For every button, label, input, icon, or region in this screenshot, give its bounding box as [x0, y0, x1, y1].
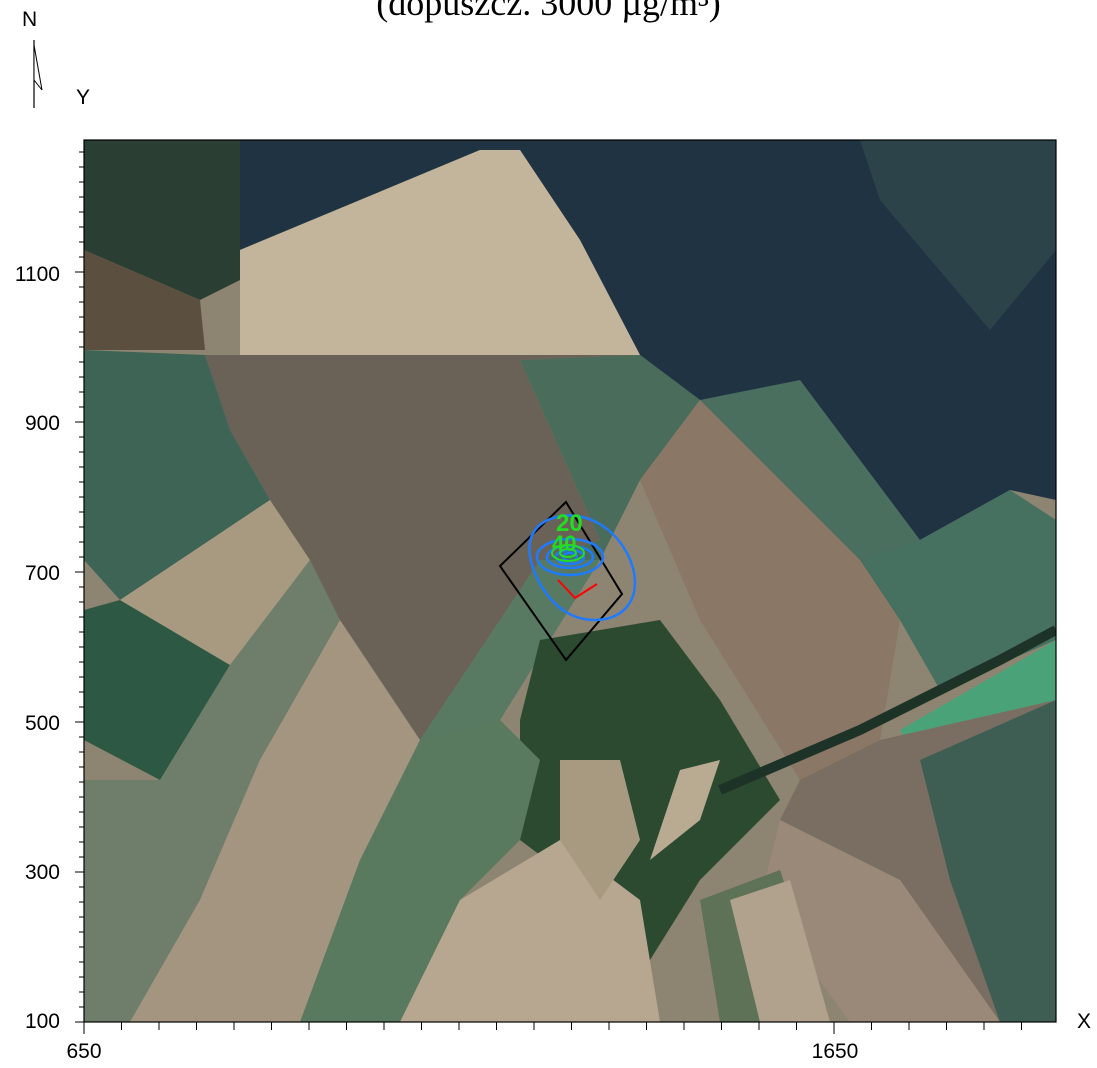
y-tick-label: 1100: [14, 263, 60, 286]
y-tick-label: 700: [24, 562, 60, 585]
north-label: N: [22, 8, 38, 31]
contour-label-20: 20: [556, 510, 583, 537]
x-tick-label: 650: [66, 1040, 102, 1063]
north-arrow-icon: [33, 40, 43, 108]
x-axis-label: X: [1077, 1010, 1092, 1033]
map-frame: [83, 139, 1057, 1023]
study-area-boundary: [498, 500, 624, 662]
y-tick-label: 300: [24, 861, 60, 884]
aerial-photo: [84, 140, 1056, 1022]
x-tick-label: 1650: [811, 1040, 859, 1063]
contour-label-40: 40: [552, 531, 576, 556]
y-tick-label: 500: [24, 712, 60, 735]
y-axis-label: Y: [76, 86, 91, 109]
y-tick-label: 100: [24, 1010, 60, 1033]
axis-ticks: [75, 151, 1022, 1034]
emission-source: [557, 579, 598, 600]
concentration-contours-green: [551, 544, 585, 562]
y-tick-label: 900: [24, 412, 60, 435]
map-title: (dopuszcz. 3000 µg/m³): [376, 0, 721, 23]
